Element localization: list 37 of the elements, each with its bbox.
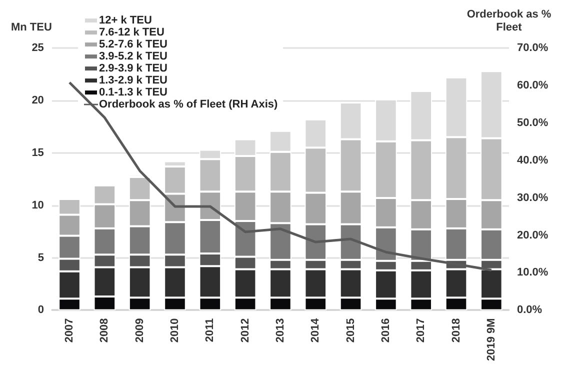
legend-label: 2.9-3.9 k TEU [99, 62, 168, 74]
y2-tick-label: 40.0% [517, 154, 548, 166]
legend-label: 12+ k TEU [99, 14, 152, 26]
y2-tick-label: 0.0% [517, 304, 542, 316]
x-tick-label: 2015 [344, 318, 357, 343]
x-tick-label: 2009 [134, 318, 146, 343]
x-tick-label: 2019 9M [485, 318, 498, 362]
y2-tick-label: 60.0% [517, 79, 548, 92]
x-tick-label: 2011 [204, 318, 216, 342]
y2-tick-label: 30.0% [517, 192, 548, 204]
legend-label: 5.2-7.6 k TEU [99, 38, 168, 50]
x-tick-label: 2007 [64, 318, 76, 343]
x-tick-label: 2016 [380, 318, 392, 343]
y-axis-title: Mn TEU [10, 22, 52, 34]
y2-tick-label: 10.0% [517, 266, 548, 279]
x-tick-label: 2017 [415, 318, 428, 343]
y2-tick-label: 70.0% [517, 42, 548, 54]
y-tick-label: 5 [38, 252, 44, 264]
x-tick-label: 2010 [168, 318, 181, 343]
x-tick-label: 2008 [98, 318, 111, 343]
legend-label: 1.3-2.9 k TEU [99, 74, 168, 86]
x-tick-label: 2013 [274, 318, 286, 343]
y-tick-label: 20 [32, 94, 44, 106]
legend-label: 0.1-1.3 k TEU [99, 86, 168, 98]
y2-tick-label: 50.0% [517, 116, 548, 129]
legend-label: 7.6-12 k TEU [99, 26, 164, 38]
legend-label: Orderbook as % of Fleet (RH Axis) [99, 98, 278, 110]
y-tick-label: 25 [32, 42, 44, 54]
x-tick-label: 2014 [310, 317, 322, 343]
y-tick-label: 10 [32, 199, 44, 212]
x-tick-label: 2012 [239, 318, 252, 343]
y2-axis-title: Orderbook as % Fleet [466, 8, 552, 34]
legend-label: 3.9-5.2 k TEU [99, 50, 168, 62]
y2-tick-label: 20.0% [517, 229, 548, 242]
x-tick-label: 2018 [450, 318, 462, 343]
y-tick-label: 0 [38, 304, 44, 316]
y-tick-label: 15 [32, 146, 44, 159]
